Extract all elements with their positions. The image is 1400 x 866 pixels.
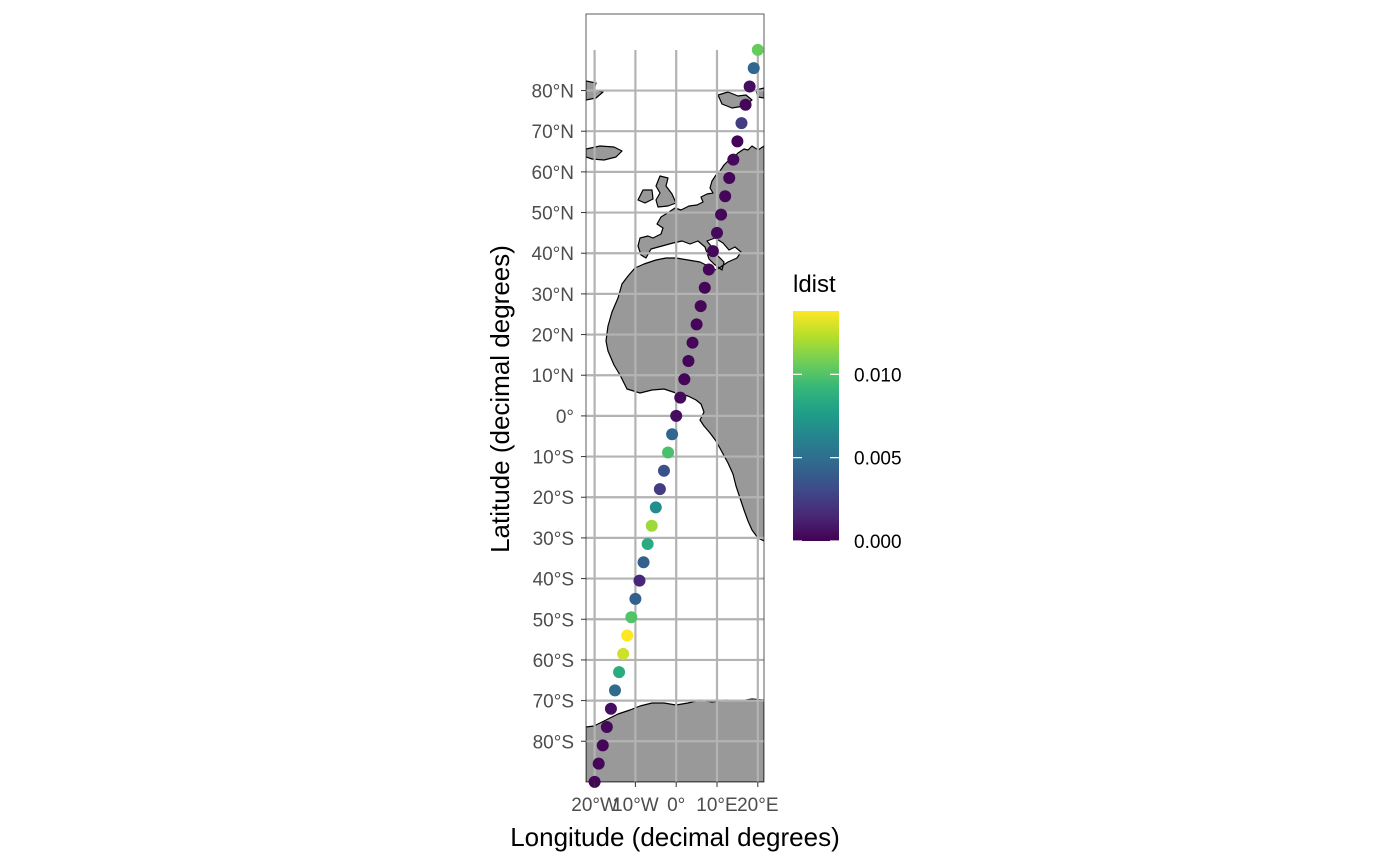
- data-point: [702, 263, 715, 276]
- data-point: [588, 775, 601, 788]
- y-tick-label: 10°N: [532, 366, 574, 387]
- y-tick-label: 70°S: [533, 692, 574, 713]
- y-tick-label: 80°S: [533, 732, 574, 753]
- land-great-britain: [655, 175, 677, 208]
- x-tick-label: 10°W: [612, 795, 659, 816]
- y-tick-label: 70°N: [532, 122, 574, 143]
- data-point: [723, 171, 736, 184]
- y-tick-label: 40°S: [533, 570, 574, 591]
- data-point: [629, 592, 642, 605]
- data-point: [604, 702, 617, 715]
- data-points: [588, 43, 764, 788]
- data-point: [719, 190, 732, 203]
- data-point: [633, 574, 646, 587]
- y-tick-label: 0°: [556, 407, 574, 428]
- data-point: [751, 43, 764, 56]
- data-point: [649, 501, 662, 514]
- data-point: [735, 117, 748, 130]
- y-tick-label: 60°N: [532, 163, 574, 184]
- legend-colorbar: [793, 311, 839, 541]
- land-ireland: [637, 189, 654, 204]
- plot-panel-border: [585, 13, 765, 783]
- data-point: [657, 464, 670, 477]
- data-point: [739, 98, 752, 111]
- y-tick-label: 30°N: [532, 285, 574, 306]
- x-tick-label: 20°W: [571, 795, 618, 816]
- data-point: [609, 684, 621, 697]
- x-axis-title: Longitude (decimal degrees): [510, 822, 840, 852]
- data-point: [686, 336, 699, 349]
- y-tick-label: 10°S: [533, 448, 574, 469]
- data-point: [645, 519, 658, 532]
- legend-breaks: 0.000 0.005 0.010: [793, 365, 902, 553]
- legend-break-label: 0.005: [854, 449, 902, 470]
- y-axis-ticks: 80°N 70°N 60°N 50°N 40°N 30°N 20°N 10°N 0° 10°S 20…: [532, 82, 586, 753]
- data-point: [727, 153, 740, 166]
- y-tick-label: 50°N: [532, 204, 574, 225]
- data-point: [617, 647, 630, 660]
- data-point: [694, 300, 707, 313]
- data-point: [666, 428, 679, 441]
- x-tick-label: 10°E: [696, 795, 737, 816]
- data-point: [706, 245, 719, 258]
- y-tick-label: 40°N: [532, 244, 574, 265]
- data-point: [682, 354, 695, 367]
- data-point: [592, 757, 605, 770]
- data-point: [621, 629, 634, 642]
- x-axis-ticks: 20°W10°W 0° 10°E 20°E: [571, 782, 779, 816]
- y-tick-label: 80°N: [532, 82, 574, 103]
- x-tick-label: 0°: [667, 795, 685, 816]
- data-point: [690, 318, 703, 331]
- y-tick-label: 30°S: [533, 529, 574, 550]
- grid-lines: [586, 50, 764, 782]
- y-tick-label: 20°N: [532, 326, 574, 347]
- data-point: [731, 135, 744, 148]
- legend-break-label: 0.000: [854, 532, 902, 553]
- data-point: [715, 208, 728, 221]
- data-point: [711, 226, 723, 239]
- data-point: [641, 538, 654, 551]
- legend-title: ldist: [793, 271, 836, 298]
- data-point: [600, 721, 613, 734]
- data-point: [662, 446, 675, 459]
- data-point: [637, 556, 650, 569]
- color-legend: ldist 0.000 0.005 0.010: [793, 271, 902, 553]
- data-point: [625, 611, 638, 624]
- data-point: [747, 62, 760, 75]
- data-point: [653, 483, 666, 496]
- x-tick-label: 20°E: [737, 795, 778, 816]
- data-point: [678, 373, 691, 386]
- data-point: [613, 666, 626, 679]
- data-point: [743, 80, 756, 93]
- y-tick-label: 60°S: [533, 651, 574, 672]
- data-point: [674, 391, 687, 404]
- y-tick-label: 20°S: [533, 488, 574, 509]
- data-point: [698, 281, 711, 294]
- y-tick-label: 50°S: [533, 610, 574, 631]
- legend-break-label: 0.010: [854, 365, 902, 386]
- data-point: [596, 739, 609, 752]
- data-point: [670, 409, 683, 422]
- y-axis-title: Latitude (decimal degrees): [485, 245, 515, 553]
